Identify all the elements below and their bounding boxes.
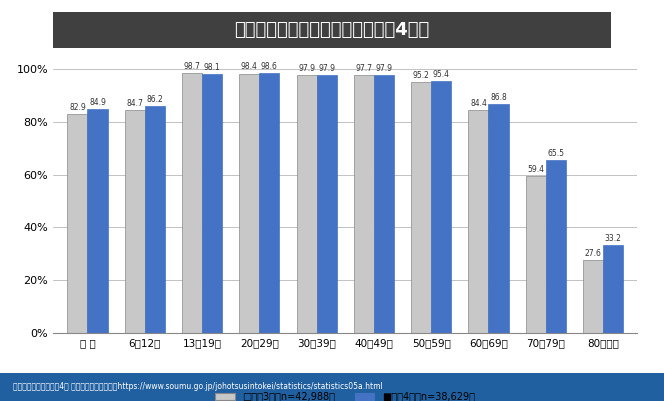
Text: 65.5: 65.5 [547,149,564,158]
Bar [202,74,222,333]
Text: 98.7: 98.7 [184,62,201,71]
Bar [125,109,145,333]
Bar [546,160,566,333]
Bar [297,75,317,333]
Bar [260,73,280,333]
Text: 33.2: 33.2 [605,234,622,243]
Text: 82.9: 82.9 [69,103,86,112]
Bar [603,245,623,333]
Bar [489,104,509,333]
Text: 95.4: 95.4 [433,70,450,79]
Text: 総務省　通信利用動向調査　令和4年度: 総務省 通信利用動向調査 令和4年度 [234,21,430,39]
Text: 97.9: 97.9 [375,64,392,73]
Bar [468,110,489,333]
Bar [68,114,88,333]
Bar [526,176,546,333]
Bar [431,81,452,333]
Text: 97.7: 97.7 [355,64,373,73]
Text: 27.6: 27.6 [584,249,602,258]
Text: 97.9: 97.9 [318,64,335,73]
Text: 86.2: 86.2 [147,95,163,103]
Text: 84.7: 84.7 [126,99,143,107]
Text: 59.4: 59.4 [527,165,544,174]
Bar [583,260,603,333]
Text: 98.1: 98.1 [204,63,220,72]
Bar [88,109,108,333]
Bar [145,106,165,333]
Bar [317,75,337,333]
Text: 98.6: 98.6 [261,62,278,71]
Text: （出典）総務省「令和4年 通信利用動向調査」　https://www.soumu.go.jp/johotsusintokei/statistics/statis: （出典）総務省「令和4年 通信利用動向調査」 https://www.soumu… [13,383,383,391]
Bar [411,82,431,333]
Bar [182,73,202,333]
Text: 84.4: 84.4 [470,99,487,108]
Bar [354,75,374,333]
Text: 95.2: 95.2 [413,71,430,80]
Text: 98.4: 98.4 [241,63,258,71]
Bar [374,75,394,333]
Text: 97.9: 97.9 [298,64,315,73]
Bar [239,73,260,333]
Text: 84.9: 84.9 [89,98,106,107]
Legend: □令和3年（n=42,988）, ■令和4年（n=38,629）: □令和3年（n=42,988）, ■令和4年（n=38,629） [211,388,479,401]
Text: 86.8: 86.8 [490,93,507,102]
